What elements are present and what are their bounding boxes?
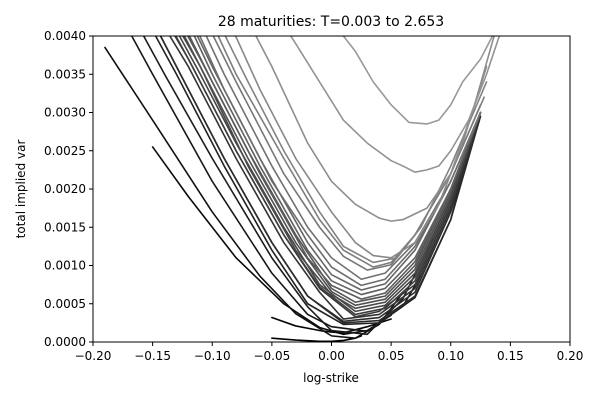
y-axis-label: total implied var bbox=[14, 140, 28, 239]
series-line-27 bbox=[289, 36, 501, 173]
series-line-24 bbox=[224, 36, 488, 264]
series-line-9 bbox=[159, 36, 482, 323]
series-line-12 bbox=[174, 36, 482, 316]
series-line-15 bbox=[183, 36, 482, 307]
series-line-18 bbox=[193, 36, 482, 296]
chart-title: 28 maturities: T=0.003 to 2.653 bbox=[218, 14, 444, 30]
x-tick-label: 0.05 bbox=[378, 349, 405, 363]
y-tick-label: 0.0010 bbox=[44, 259, 86, 273]
y-tick-label: 0.0030 bbox=[44, 106, 86, 120]
series-line-28 bbox=[342, 36, 494, 125]
x-axis: −0.20 −0.15 −0.10 −0.05 0.00 0.05 0.10 0.15 0.20 bbox=[75, 342, 584, 363]
x-axis-label: log-strike bbox=[303, 371, 359, 385]
y-axis: 0.0000 0.0005 0.0010 0.0015 0.0020 0.0025 0.00… bbox=[44, 29, 93, 349]
x-tick-label: 0.20 bbox=[557, 349, 584, 363]
x-tick-label: 0.10 bbox=[437, 349, 464, 363]
y-tick-label: 0.0035 bbox=[44, 67, 86, 81]
x-tick-label: −0.20 bbox=[75, 349, 112, 363]
series-line-4 bbox=[104, 46, 404, 339]
series-line-26 bbox=[255, 36, 495, 222]
series-line-14 bbox=[181, 36, 482, 310]
x-tick-label: −0.05 bbox=[253, 349, 290, 363]
series-line-6 bbox=[142, 36, 434, 336]
x-tick-label: −0.10 bbox=[194, 349, 231, 363]
series-line-2 bbox=[271, 316, 392, 334]
series-layer bbox=[104, 36, 501, 342]
y-tick-label: 0.0025 bbox=[44, 144, 86, 158]
series-line-21 bbox=[205, 36, 482, 281]
y-tick-label: 0.0040 bbox=[44, 29, 86, 43]
y-tick-label: 0.0000 bbox=[44, 335, 86, 349]
y-tick-label: 0.0005 bbox=[44, 297, 86, 311]
x-tick-label: −0.15 bbox=[134, 349, 171, 363]
x-tick-label: 0.15 bbox=[497, 349, 524, 363]
y-tick-label: 0.0020 bbox=[44, 182, 86, 196]
y-tick-label: 0.0015 bbox=[44, 220, 86, 234]
series-line-10 bbox=[168, 36, 482, 320]
series-line-25 bbox=[234, 36, 488, 259]
series-line-17 bbox=[188, 36, 482, 300]
x-tick-label: 0.00 bbox=[318, 349, 345, 363]
